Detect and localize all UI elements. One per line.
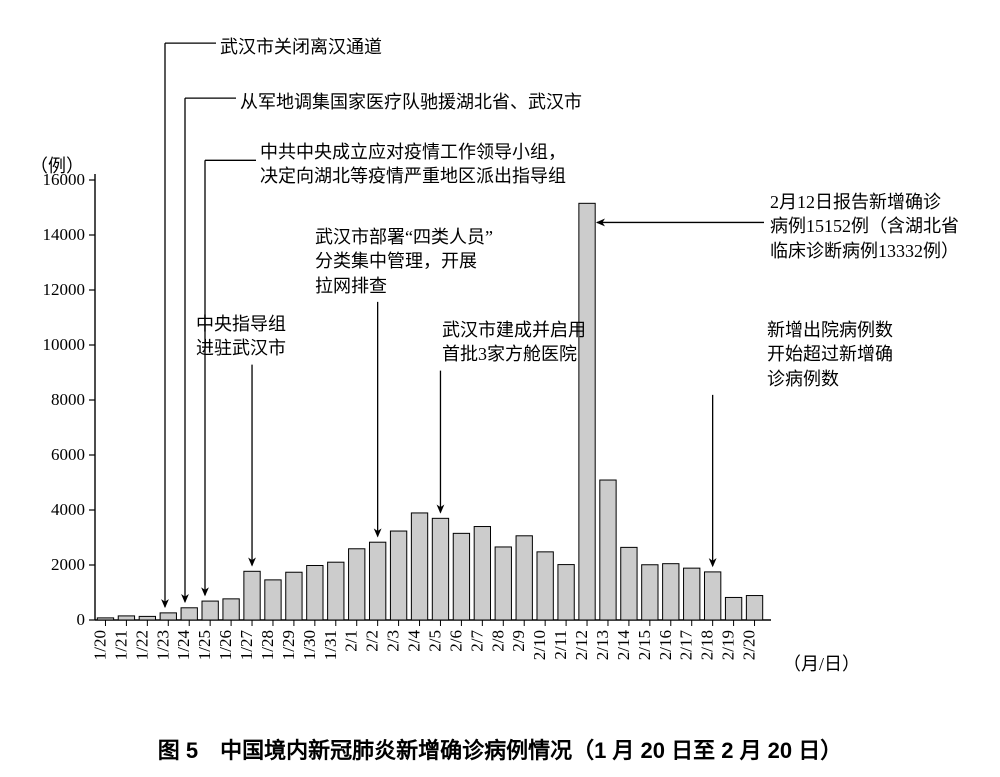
x-tick-label: 1/23 <box>153 630 172 660</box>
x-tick-label: 2/2 <box>363 630 382 652</box>
x-tick-label: 2/9 <box>509 630 528 652</box>
x-tick-label: 2/6 <box>446 630 465 652</box>
bar <box>390 531 406 620</box>
x-tick-label: 2/4 <box>405 630 424 652</box>
x-tick-label: 2/13 <box>593 630 612 660</box>
bar <box>369 542 385 620</box>
y-tick-label: 10000 <box>43 335 86 355</box>
x-tick-label: 1/29 <box>279 630 298 660</box>
x-tick-label: 2/20 <box>740 630 759 660</box>
x-tick-label: 2/16 <box>656 630 675 660</box>
annotation-a3: 中共中央成立应对疫情工作领导小组， 决定向湖北等疫情严重地区派出指导组 <box>260 140 566 189</box>
x-tick-label: 2/1 <box>342 630 361 652</box>
x-tick-label: 2/8 <box>488 630 507 652</box>
x-tick-label: 2/5 <box>425 630 444 652</box>
y-tick-label: 4000 <box>51 500 85 520</box>
x-tick-label: 1/21 <box>111 630 130 660</box>
bar <box>663 564 679 620</box>
x-tick-label: 1/24 <box>174 630 193 661</box>
x-tick-label: 1/22 <box>132 630 151 660</box>
x-axis-title: （月/日） <box>783 650 860 676</box>
x-tick-label: 2/10 <box>530 630 549 660</box>
x-tick-label: 1/20 <box>90 630 109 660</box>
x-tick-label: 2/19 <box>719 630 738 660</box>
bar <box>307 565 323 620</box>
y-tick-label: 8000 <box>51 390 85 410</box>
x-tick-label: 2/3 <box>384 630 403 652</box>
bar <box>600 480 616 620</box>
bar <box>725 597 741 620</box>
bar <box>349 549 365 620</box>
bar <box>411 513 427 620</box>
x-tick-label: 2/14 <box>614 630 633 661</box>
bar <box>265 580 281 620</box>
bar <box>558 565 574 620</box>
bar <box>537 552 553 620</box>
bar <box>621 547 637 620</box>
y-tick-label: 2000 <box>51 555 85 575</box>
y-tick-label: 6000 <box>51 445 85 465</box>
x-tick-label: 1/25 <box>195 630 214 660</box>
bar <box>139 616 155 620</box>
x-tick-label: 1/27 <box>237 630 256 661</box>
bar <box>432 518 448 620</box>
x-tick-label: 1/30 <box>300 630 319 660</box>
bar <box>244 571 260 620</box>
bar <box>286 572 302 620</box>
x-tick-label: 2/12 <box>572 630 591 660</box>
bar <box>684 568 700 620</box>
x-tick-label: 2/15 <box>635 630 654 660</box>
annotation-a7: 2月12日报告新增确诊 病例15152例（含湖北省 临床诊断病例13332例） <box>770 190 959 263</box>
annotation-a5: 武汉市部署“四类人员” 分类集中管理，开展 拉网排查 <box>315 225 493 298</box>
bar <box>97 618 113 620</box>
x-tick-label: 1/31 <box>321 630 340 660</box>
y-axis-title: （例） <box>30 152 84 178</box>
bar <box>474 527 490 620</box>
bar <box>579 203 595 620</box>
y-tick-label: 12000 <box>43 280 86 300</box>
bar <box>202 601 218 620</box>
annotation-a6: 武汉市建成并启用 首批3家方舱医院 <box>442 318 586 367</box>
annotation-a2: 从军地调集国家医疗队驰援湖北省、武汉市 <box>240 90 582 114</box>
bar <box>328 562 344 620</box>
figure-caption: 图 5 中国境内新冠肺炎新增确诊病例情况（1 月 20 日至 2 月 20 日） <box>0 733 1000 765</box>
annotation-a8: 新增出院病例数 开始超过新增确 诊病例数 <box>767 318 893 391</box>
x-tick-label: 2/18 <box>698 630 717 660</box>
x-tick-label: 1/26 <box>216 630 235 660</box>
bar <box>160 613 176 620</box>
y-tick-label: 0 <box>77 610 86 630</box>
x-tick-label: 2/7 <box>467 630 486 652</box>
x-tick-label: 2/17 <box>677 630 696 661</box>
bar <box>223 599 239 620</box>
bar <box>746 596 762 620</box>
bar <box>516 536 532 620</box>
x-tick-label: 1/28 <box>258 630 277 660</box>
bar <box>642 565 658 620</box>
annotation-a1: 武汉市关闭离汉通道 <box>220 35 382 59</box>
bar <box>704 572 720 620</box>
annotation-a4: 中央指导组 进驻武汉市 <box>196 312 286 361</box>
x-tick-label: 2/11 <box>551 630 570 660</box>
bar <box>181 608 197 620</box>
bar <box>453 533 469 620</box>
bar <box>495 547 511 620</box>
y-tick-label: 14000 <box>43 225 86 245</box>
bar <box>118 616 134 620</box>
